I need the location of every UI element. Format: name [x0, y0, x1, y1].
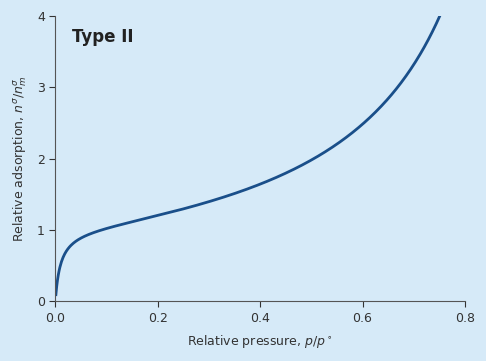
Text: Type II: Type II: [72, 27, 133, 45]
Y-axis label: Relative adsorption, $n^\sigma/n_m^\sigma$: Relative adsorption, $n^\sigma/n_m^\sigm…: [11, 75, 29, 242]
X-axis label: Relative pressure, $p/p^\circ$: Relative pressure, $p/p^\circ$: [187, 333, 333, 350]
